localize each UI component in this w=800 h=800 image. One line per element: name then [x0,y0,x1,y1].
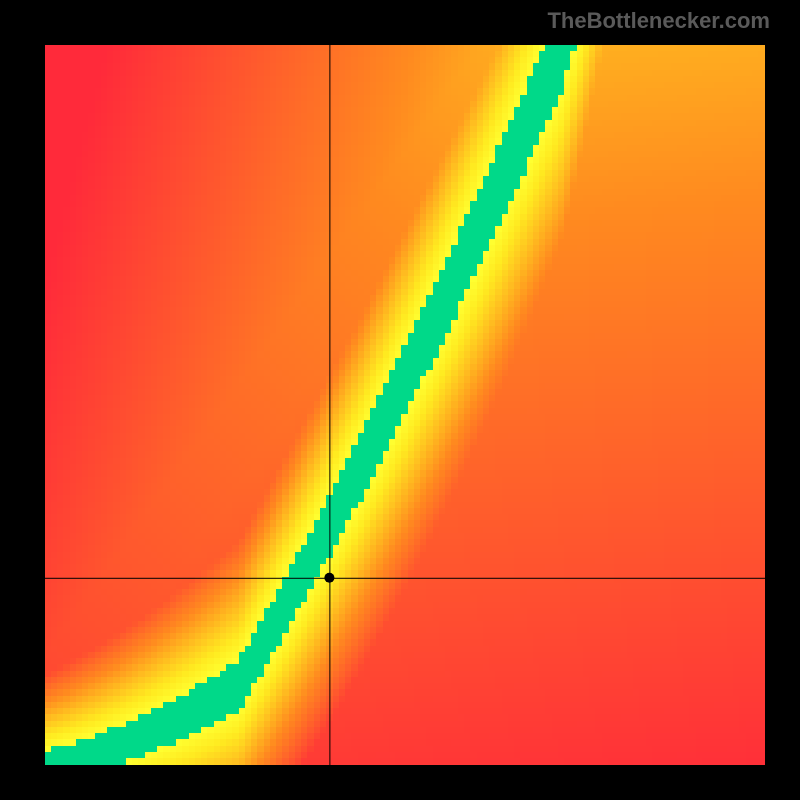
heatmap-canvas [45,45,765,765]
chart-container: TheBottlenecker.com [0,0,800,800]
watermark-text: TheBottlenecker.com [547,8,770,34]
heatmap-plot [45,45,765,765]
